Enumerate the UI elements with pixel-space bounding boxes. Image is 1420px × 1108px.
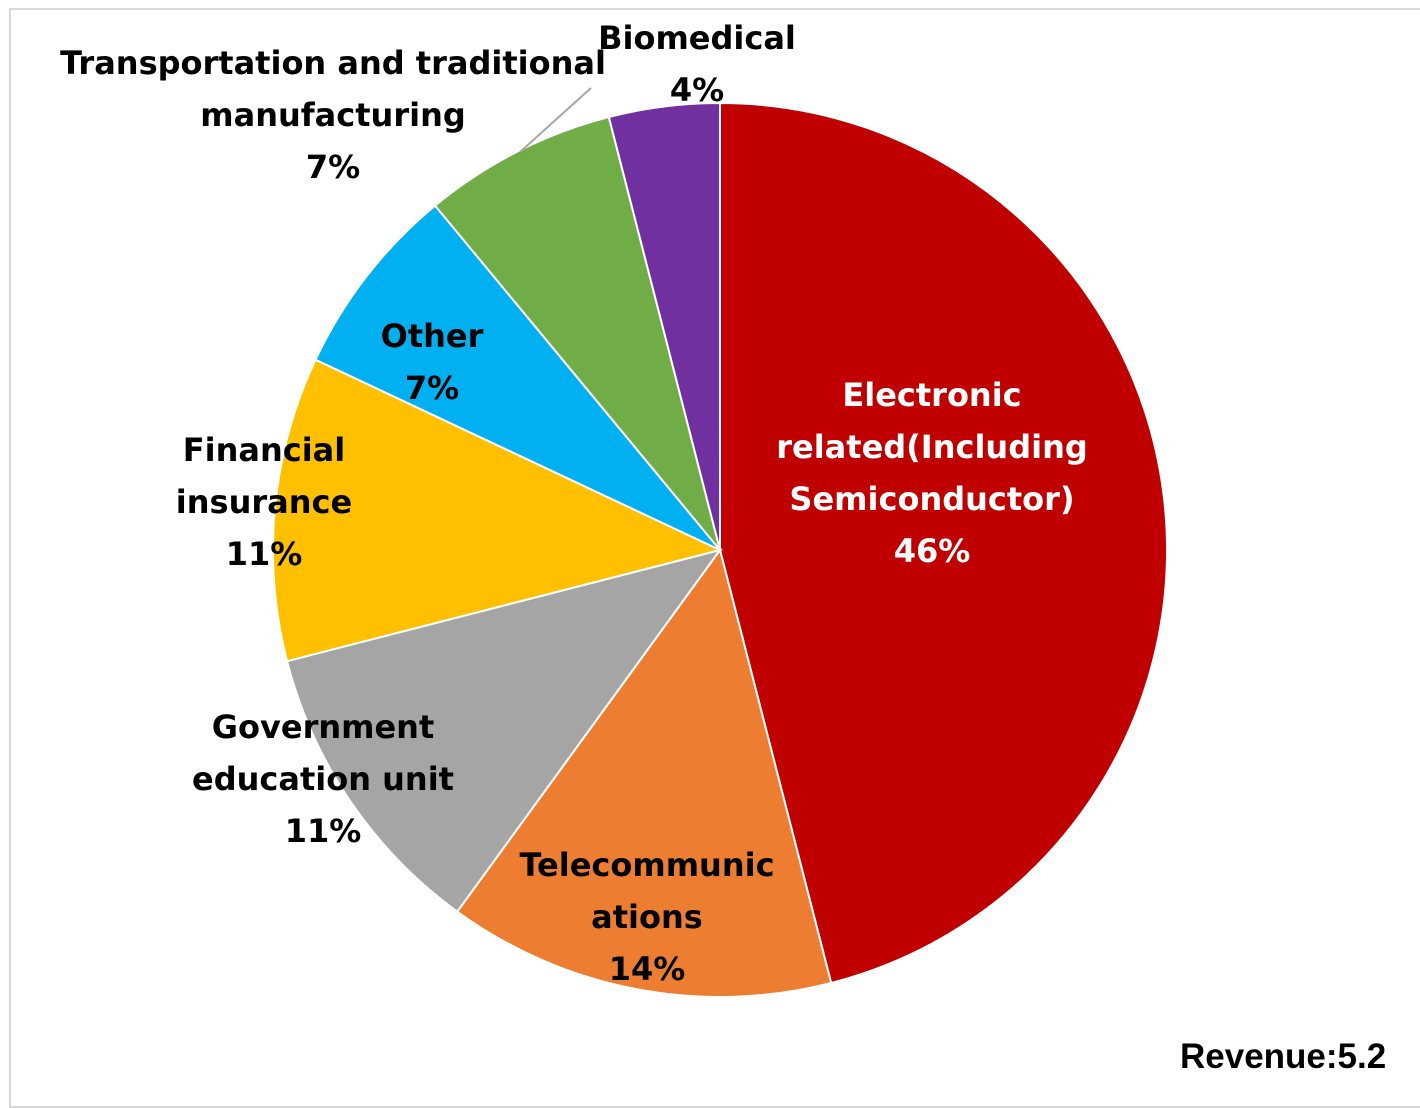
- slice-label-5-line-0: Transportation and traditional: [60, 44, 606, 82]
- pie-slice-0: [719, 101, 1168, 985]
- slice-label-5-line-2: 7%: [306, 148, 360, 186]
- slice-label-3-line-1: insurance: [176, 483, 352, 521]
- pie-slice-4: [314, 204, 721, 551]
- slice-label-0-line-2: Semiconductor): [789, 480, 1074, 518]
- pie-slice-1: [455, 547, 833, 998]
- slice-label-1: Telecommunic ations 14%: [519, 846, 774, 988]
- slice-label-3: Financial insurance 11%: [176, 431, 352, 573]
- slice-label-1-line-0: Telecommunic: [519, 846, 774, 884]
- slice-label-3-line-0: Financial: [183, 431, 345, 469]
- slice-label-0-line-0: Electronic: [842, 376, 1021, 414]
- slice-label-4-line-0: Other: [381, 317, 484, 355]
- slice-label-3-line-2: 11%: [226, 535, 303, 573]
- slice-label-1-line-1: ations: [591, 898, 703, 936]
- slice-label-5: Transportation and traditional manufactur…: [60, 44, 606, 186]
- slice-label-0-line-3: 46%: [894, 532, 971, 570]
- pie-slice-3: [272, 358, 723, 663]
- slice-label-2-line-0: Government: [212, 708, 435, 746]
- leader-line: [519, 87, 592, 153]
- slice-label-5-line-1: manufacturing: [200, 96, 466, 134]
- slice-label-2-line-2: 11%: [285, 812, 362, 850]
- revenue-label: Revenue:5.2: [1180, 1037, 1387, 1076]
- slice-label-1-line-2: 14%: [609, 950, 686, 988]
- pie-labels: Electronic related(Including Semiconductor…: [60, 19, 1088, 988]
- pie-slices: [272, 101, 1168, 998]
- slice-label-4: Other 7%: [381, 317, 484, 407]
- pie-slice-5: [433, 115, 721, 551]
- pie-slice-6: [607, 101, 721, 551]
- slice-label-2-line-1: education unit: [192, 760, 454, 798]
- slice-label-0: Electronic related(Including Semiconductor…: [776, 376, 1088, 570]
- slice-label-2: Government education unit 11%: [192, 708, 454, 850]
- slice-label-6-line-0: Biomedical: [598, 19, 796, 57]
- pie-slice-2: [285, 548, 723, 914]
- slice-label-6: Biomedical 4%: [598, 19, 796, 109]
- slice-label-6-line-1: 4%: [670, 71, 724, 109]
- slice-label-4-line-1: 7%: [405, 369, 459, 407]
- slice-label-0-line-1: related(Including: [776, 428, 1088, 466]
